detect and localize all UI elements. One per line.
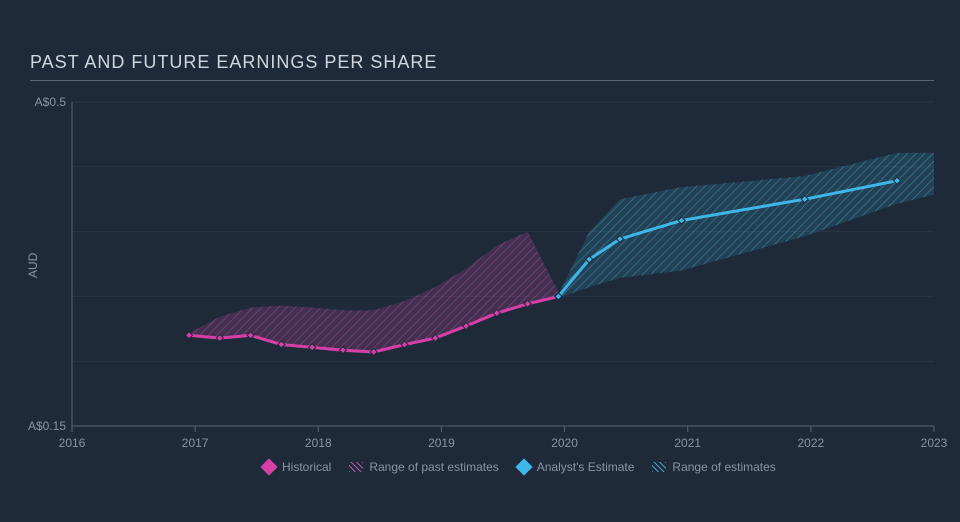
legend-item-historical: Historical <box>262 460 331 474</box>
x-tick-label: 2023 <box>914 436 954 450</box>
x-tick-label: 2017 <box>175 436 215 450</box>
eps-chart-container: { "chart": { "type": "line-with-band", "… <box>0 0 960 522</box>
legend-label: Historical <box>282 460 331 474</box>
legend-diamond-icon <box>515 459 532 476</box>
x-tick-label: 2021 <box>668 436 708 450</box>
legend-item-est_band: Range of estimates <box>652 460 775 474</box>
x-tick-label: 2016 <box>52 436 92 450</box>
y-tick-label: A$0.15 <box>14 419 66 433</box>
x-tick-label: 2019 <box>421 436 461 450</box>
chart-legend: Historical Range of past estimates Analyst… <box>262 460 776 474</box>
legend-hatch-icon <box>349 462 363 472</box>
x-tick-label: 2020 <box>545 436 585 450</box>
x-tick-label: 2018 <box>298 436 338 450</box>
legend-label: Range of estimates <box>672 460 775 474</box>
y-tick-label: A$0.5 <box>14 95 66 109</box>
legend-item-hist_band: Range of past estimates <box>349 460 498 474</box>
x-tick-label: 2022 <box>791 436 831 450</box>
legend-label: Analyst's Estimate <box>537 460 635 474</box>
legend-item-estimate: Analyst's Estimate <box>517 460 635 474</box>
legend-hatch-icon <box>652 462 666 472</box>
legend-diamond-icon <box>261 459 278 476</box>
legend-label: Range of past estimates <box>369 460 498 474</box>
